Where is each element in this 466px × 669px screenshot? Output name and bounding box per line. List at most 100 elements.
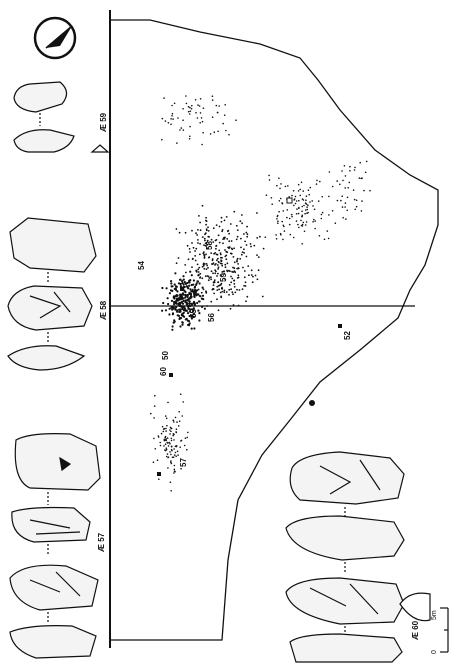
find-dot (217, 309, 220, 312)
find-dot (190, 327, 193, 330)
find-dot (154, 394, 156, 397)
find-dot (180, 467, 182, 470)
find-dot (354, 208, 357, 211)
find-dot (165, 438, 167, 440)
find-dot (169, 443, 171, 445)
find-dot (215, 224, 218, 227)
find-dot (199, 221, 202, 224)
find-dot (280, 234, 282, 236)
find-dot (179, 393, 182, 396)
find-dot (177, 425, 180, 427)
find-dot (193, 302, 196, 305)
find-dot (195, 282, 198, 285)
find-dot (205, 220, 208, 223)
find-dot (205, 268, 208, 270)
find-dot (306, 206, 308, 208)
find-dot (307, 189, 310, 191)
find-dot (347, 187, 350, 189)
find-dot (211, 116, 214, 118)
find-dot (230, 240, 233, 242)
find-dot (343, 165, 346, 167)
find-dot (276, 214, 279, 217)
find-dot (280, 183, 282, 185)
find-dot (342, 179, 344, 182)
find-dot (150, 412, 152, 415)
find-dot (199, 253, 201, 256)
find-scatter (150, 95, 371, 492)
find-dot (345, 218, 347, 220)
find-dot (173, 454, 176, 456)
find-dot (230, 281, 233, 284)
find-dot (223, 114, 226, 116)
find-dot (212, 227, 215, 230)
find-dot (173, 102, 176, 105)
find-dot (192, 308, 195, 311)
find-dot (313, 218, 315, 221)
find-dot (188, 248, 191, 250)
find-dot (336, 180, 339, 182)
find-dot (170, 437, 173, 440)
find-dot (197, 300, 200, 303)
find-dot (182, 308, 185, 312)
find-dot (161, 425, 164, 428)
find-dot (197, 271, 200, 273)
find-dot (206, 239, 209, 242)
find-dot (210, 276, 212, 279)
find-dot (166, 453, 169, 455)
find-dot (194, 99, 197, 101)
find-dot (210, 252, 213, 255)
find-dot (234, 271, 237, 274)
find-dot (176, 290, 179, 293)
find-dot (192, 315, 195, 319)
find-dot (166, 424, 168, 427)
find-dot (245, 244, 248, 246)
find-dot (179, 129, 181, 131)
find-dot (233, 247, 236, 250)
find-dot (181, 321, 184, 324)
find-dot (340, 199, 342, 202)
find-dot (279, 187, 281, 190)
find-dot (204, 233, 206, 236)
find-dot (198, 295, 201, 297)
find-dot (207, 266, 209, 269)
find-dot (178, 278, 182, 281)
find-dot (341, 195, 344, 197)
find-dot (300, 219, 302, 222)
find-dot (236, 229, 239, 232)
find-dot (222, 270, 225, 273)
find-dot (197, 274, 200, 277)
find-dot (242, 266, 244, 269)
find-dot (305, 221, 308, 223)
find-dot (205, 253, 208, 256)
find-dot (220, 295, 223, 298)
find-dot (219, 253, 222, 256)
find-dot (169, 429, 171, 431)
find-dot (203, 237, 206, 240)
find-dot (256, 278, 259, 281)
artifact-59-a (13, 81, 68, 113)
find-dot (186, 244, 189, 247)
find-dot (199, 122, 201, 124)
find-dot (187, 323, 190, 326)
find-dot (168, 441, 171, 444)
find-dot (204, 244, 207, 247)
find-dot (319, 180, 321, 183)
find-dot (295, 200, 298, 202)
find-dot (187, 106, 190, 108)
find-dot (237, 263, 240, 265)
find-dot (168, 292, 171, 295)
find-dot (215, 104, 218, 107)
find-dot (182, 119, 184, 121)
site-boundary (109, 19, 439, 641)
find-dot (287, 185, 289, 187)
find-dot (184, 282, 187, 285)
find-dot (230, 247, 233, 250)
find-dot (170, 299, 174, 302)
find-dot (241, 222, 244, 225)
find-dot (364, 171, 367, 174)
find-dot (232, 304, 235, 306)
find-dot (314, 227, 316, 230)
find-dot (311, 200, 314, 202)
find-dot (203, 267, 206, 270)
find-dot (301, 214, 304, 217)
